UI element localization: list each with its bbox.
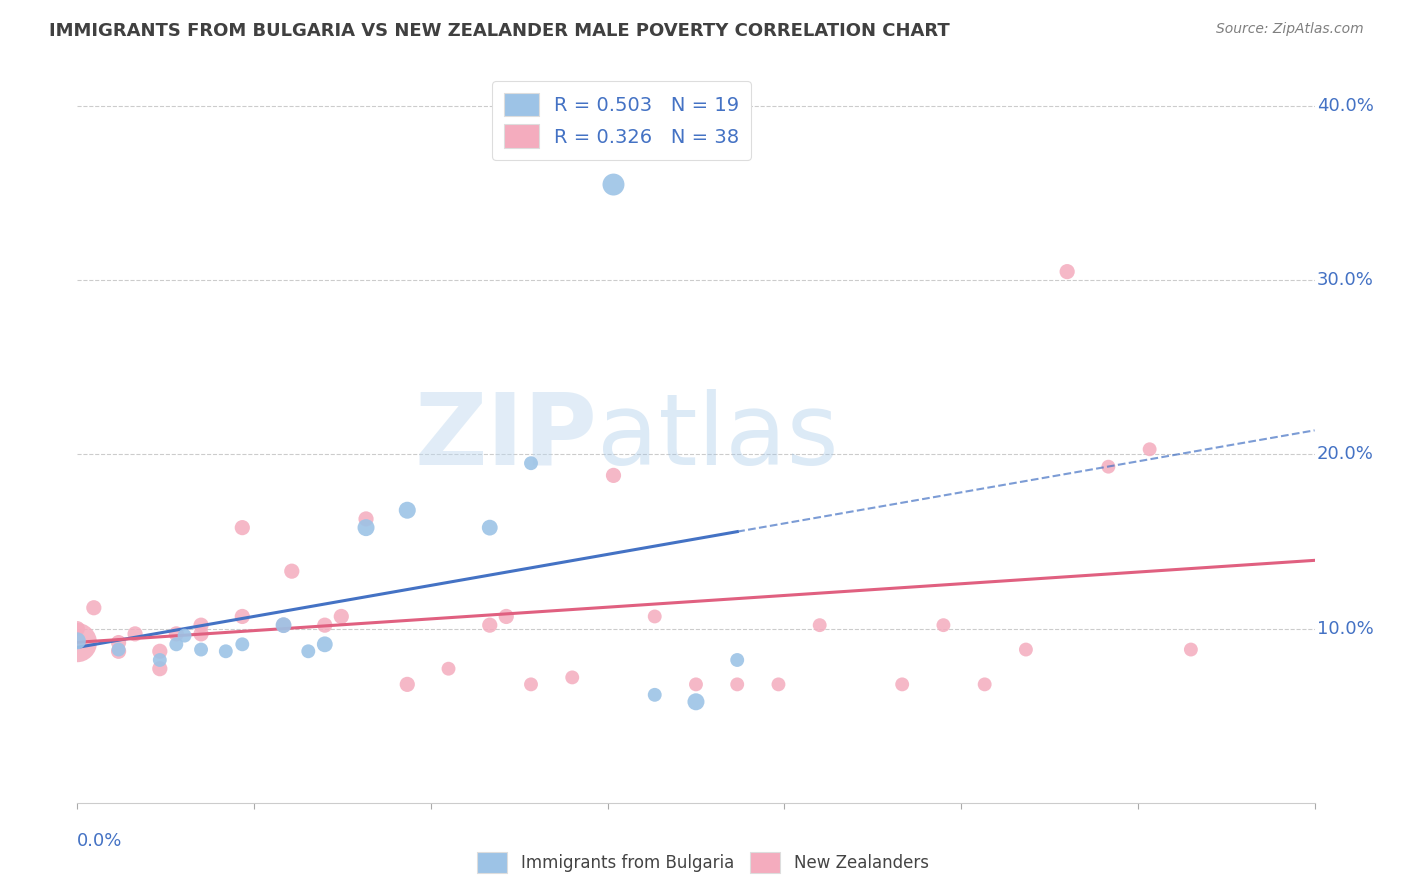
Point xyxy=(231,609,253,624)
Point xyxy=(644,609,666,624)
Point xyxy=(973,677,995,691)
Point xyxy=(107,642,129,657)
Point xyxy=(932,618,955,632)
Text: 40.0%: 40.0% xyxy=(1317,97,1374,115)
Point xyxy=(520,677,543,691)
Point xyxy=(107,635,129,649)
Point xyxy=(281,564,304,578)
Point xyxy=(602,178,624,192)
Point xyxy=(314,618,336,632)
Point xyxy=(478,521,501,535)
Point xyxy=(190,618,212,632)
Point xyxy=(330,609,353,624)
Point xyxy=(66,635,89,649)
Point xyxy=(124,627,146,641)
Point xyxy=(83,600,105,615)
Point xyxy=(165,627,187,641)
Point xyxy=(495,609,517,624)
Point xyxy=(149,653,172,667)
Point xyxy=(685,677,707,691)
Point xyxy=(725,677,748,691)
Point xyxy=(165,637,187,651)
Point xyxy=(396,503,419,517)
Point xyxy=(354,512,377,526)
Point xyxy=(314,637,336,651)
Text: 0.0%: 0.0% xyxy=(77,832,122,850)
Point xyxy=(561,670,583,684)
Point xyxy=(215,644,238,658)
Text: atlas: atlas xyxy=(598,389,838,485)
Point xyxy=(273,618,295,632)
Point xyxy=(273,618,295,632)
Point xyxy=(768,677,790,691)
Point xyxy=(354,521,377,535)
Point xyxy=(1097,459,1119,474)
Point xyxy=(66,622,89,636)
Point xyxy=(66,633,89,648)
Point xyxy=(107,644,129,658)
Point xyxy=(396,677,419,691)
Point xyxy=(1015,642,1038,657)
Text: ZIP: ZIP xyxy=(415,389,598,485)
Point xyxy=(437,662,460,676)
Point xyxy=(1056,265,1078,279)
Text: Source: ZipAtlas.com: Source: ZipAtlas.com xyxy=(1216,22,1364,37)
Legend: R = 0.503   N = 19, R = 0.326   N = 38: R = 0.503 N = 19, R = 0.326 N = 38 xyxy=(492,81,751,160)
Text: 30.0%: 30.0% xyxy=(1317,271,1374,289)
Point xyxy=(190,627,212,641)
Point xyxy=(602,468,624,483)
Point xyxy=(725,653,748,667)
Text: 20.0%: 20.0% xyxy=(1317,445,1374,464)
Legend: Immigrants from Bulgaria, New Zealanders: Immigrants from Bulgaria, New Zealanders xyxy=(471,846,935,880)
Point xyxy=(1180,642,1202,657)
Text: IMMIGRANTS FROM BULGARIA VS NEW ZEALANDER MALE POVERTY CORRELATION CHART: IMMIGRANTS FROM BULGARIA VS NEW ZEALANDE… xyxy=(49,22,950,40)
Point xyxy=(297,644,319,658)
Point xyxy=(231,637,253,651)
Point xyxy=(478,618,501,632)
Point xyxy=(231,521,253,535)
Point xyxy=(685,695,707,709)
Point xyxy=(190,642,212,657)
Point xyxy=(891,677,914,691)
Text: 10.0%: 10.0% xyxy=(1317,620,1374,638)
Point xyxy=(149,662,172,676)
Point xyxy=(520,456,543,470)
Point xyxy=(808,618,831,632)
Point xyxy=(1139,442,1161,457)
Point xyxy=(173,629,195,643)
Point xyxy=(644,688,666,702)
Point xyxy=(149,644,172,658)
